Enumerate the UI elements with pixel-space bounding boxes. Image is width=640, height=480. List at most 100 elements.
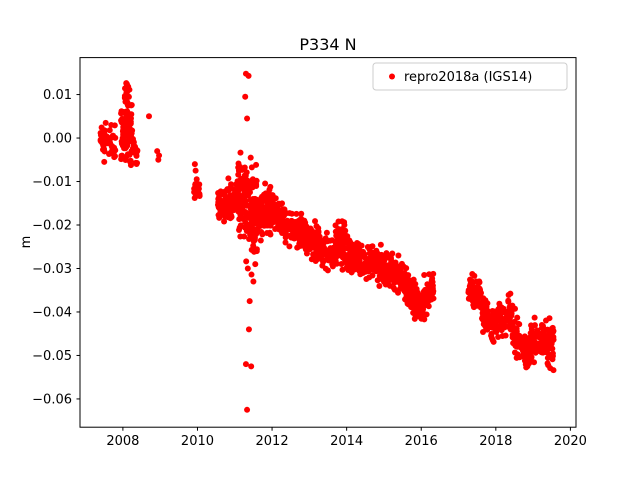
y-axis: 0.01 0.00 −0.01 −0.02 −0.03 −0.04 −0.05 −0.06 bbox=[32, 88, 80, 407]
x-tick-label: 2016 bbox=[405, 434, 438, 449]
data-point bbox=[246, 298, 253, 305]
axes-frame bbox=[79, 57, 577, 428]
data-point bbox=[260, 197, 267, 204]
data-point bbox=[244, 115, 251, 122]
data-point bbox=[248, 271, 255, 278]
data-point bbox=[298, 238, 305, 245]
data-point bbox=[247, 203, 254, 210]
data-point bbox=[541, 336, 548, 343]
data-point bbox=[428, 296, 435, 303]
data-point bbox=[466, 295, 473, 302]
data-point bbox=[242, 361, 249, 368]
data-point bbox=[230, 191, 237, 198]
data-point bbox=[368, 253, 375, 260]
data-point bbox=[314, 233, 321, 240]
data-point bbox=[346, 253, 353, 260]
data-point bbox=[193, 176, 200, 183]
data-point bbox=[389, 275, 396, 282]
y-tick-label: −0.05 bbox=[32, 349, 72, 364]
data-point bbox=[390, 285, 397, 292]
data-point bbox=[127, 162, 134, 169]
data-point bbox=[286, 243, 293, 250]
data-point bbox=[355, 267, 362, 274]
data-point bbox=[339, 266, 346, 273]
data-point bbox=[482, 321, 489, 328]
data-point bbox=[486, 314, 493, 321]
data-point bbox=[337, 250, 344, 257]
data-point bbox=[244, 406, 251, 413]
data-point bbox=[366, 246, 373, 252]
data-point bbox=[125, 93, 132, 100]
data-point bbox=[270, 216, 277, 223]
data-point bbox=[422, 301, 429, 308]
data-point bbox=[342, 227, 349, 234]
x-tick-label: 2020 bbox=[554, 434, 587, 449]
data-point bbox=[125, 101, 132, 108]
data-point bbox=[245, 192, 252, 199]
data-point bbox=[303, 250, 310, 257]
data-point bbox=[264, 230, 271, 237]
data-point bbox=[120, 109, 127, 116]
data-point bbox=[332, 228, 339, 235]
data-point bbox=[235, 186, 242, 193]
data-point bbox=[263, 204, 270, 211]
data-point bbox=[271, 208, 278, 215]
data-point bbox=[118, 138, 125, 145]
data-point bbox=[299, 227, 306, 234]
data-point bbox=[156, 152, 163, 159]
data-point bbox=[274, 203, 281, 210]
data-point bbox=[507, 318, 514, 325]
data-point bbox=[480, 295, 487, 302]
data-point bbox=[320, 250, 327, 257]
data-point bbox=[421, 271, 428, 278]
data-point bbox=[497, 315, 504, 322]
data-point bbox=[123, 80, 130, 87]
x-tick-label: 2012 bbox=[256, 434, 289, 449]
data-point bbox=[311, 243, 318, 250]
data-point bbox=[122, 119, 129, 126]
data-point bbox=[220, 207, 227, 214]
data-point bbox=[505, 292, 512, 299]
data-point bbox=[366, 274, 373, 281]
data-point bbox=[537, 343, 544, 350]
data-point bbox=[290, 230, 297, 237]
data-point bbox=[266, 186, 273, 193]
data-point bbox=[550, 328, 557, 335]
legend-marker-icon bbox=[389, 73, 395, 80]
data-point bbox=[247, 154, 254, 161]
data-point bbox=[253, 248, 260, 255]
data-point bbox=[273, 224, 280, 231]
data-point bbox=[228, 181, 235, 188]
data-point bbox=[336, 237, 343, 244]
data-point bbox=[250, 242, 257, 249]
data-point bbox=[257, 237, 264, 244]
data-point bbox=[361, 268, 368, 275]
data-point bbox=[525, 350, 532, 357]
data-point bbox=[344, 259, 351, 266]
data-point bbox=[508, 312, 515, 319]
data-point bbox=[499, 324, 506, 331]
data-point bbox=[102, 119, 109, 126]
data-point bbox=[221, 218, 228, 225]
data-point bbox=[476, 278, 483, 285]
data-point bbox=[372, 258, 379, 265]
data-point bbox=[238, 195, 245, 202]
data-point bbox=[388, 258, 395, 265]
data-point bbox=[400, 270, 407, 276]
chart-title: P334 N bbox=[299, 35, 356, 54]
data-point bbox=[528, 322, 535, 329]
data-point bbox=[344, 245, 351, 252]
data-point bbox=[279, 208, 286, 215]
data-point bbox=[544, 354, 551, 361]
data-point bbox=[407, 291, 414, 298]
data-point bbox=[379, 256, 386, 263]
y-tick-label: −0.06 bbox=[32, 392, 72, 407]
data-point bbox=[344, 233, 351, 240]
data-point bbox=[246, 179, 253, 186]
x-tick-label: 2014 bbox=[330, 434, 363, 449]
data-point bbox=[411, 310, 418, 317]
data-point bbox=[245, 72, 252, 79]
data-point bbox=[389, 250, 396, 257]
data-point bbox=[248, 227, 255, 234]
